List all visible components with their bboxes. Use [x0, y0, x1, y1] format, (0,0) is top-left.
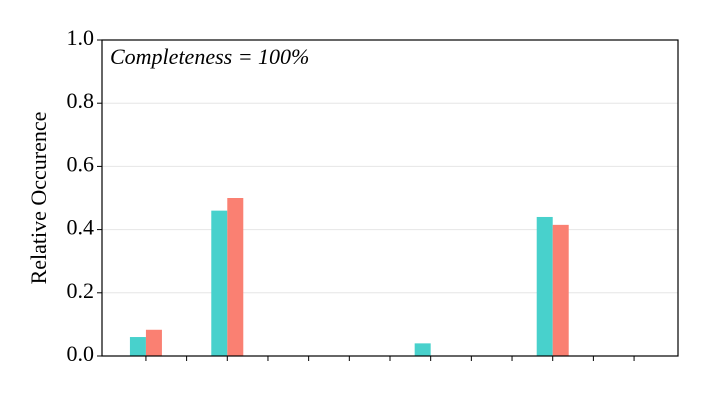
y-tick-label: 0.4 [67, 215, 95, 240]
bar [211, 210, 228, 356]
bar [552, 224, 569, 356]
y-tick-label: 0.0 [67, 341, 95, 366]
plot-frame [101, 39, 679, 357]
bar [414, 343, 431, 356]
y-tick-label: 0.6 [67, 151, 95, 176]
y-axis-label: Relative Occurence [26, 112, 51, 285]
annotation: Completeness = 100% [110, 44, 309, 69]
bar [536, 216, 553, 356]
y-tick-label: 0.2 [67, 278, 95, 303]
bar [227, 198, 244, 356]
bar [145, 329, 162, 356]
y-tick-label: 1.0 [67, 25, 95, 50]
y-tick-label: 0.8 [67, 88, 95, 113]
bar [129, 337, 146, 356]
